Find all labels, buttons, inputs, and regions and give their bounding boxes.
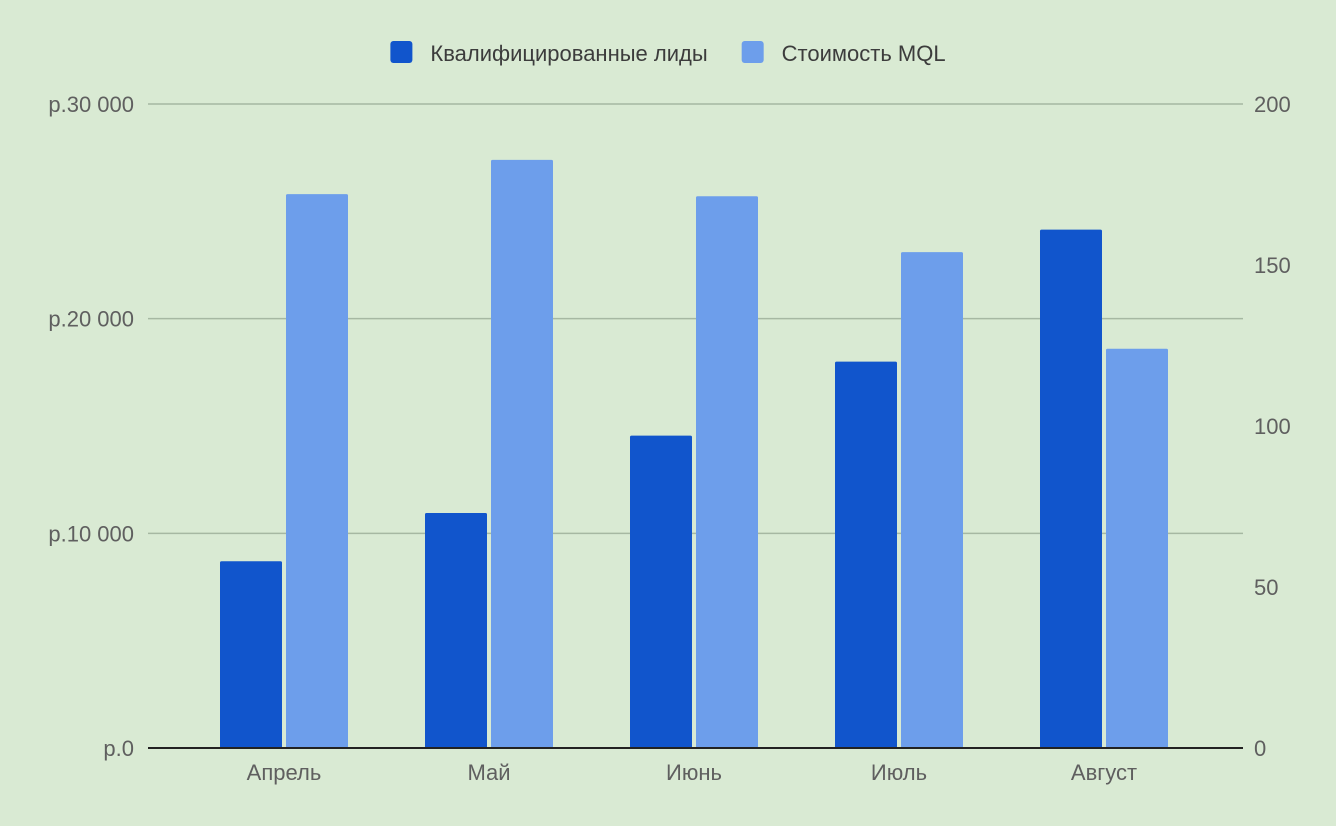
bar-leads: [630, 435, 692, 748]
x-tick-label: Апрель: [247, 760, 322, 785]
legend-swatch-mql-cost: [741, 41, 764, 63]
bar-leads: [220, 561, 282, 748]
y-right-tick-label: 150: [1254, 253, 1291, 278]
x-tick-label: Август: [1071, 760, 1137, 785]
bar-leads: [1040, 229, 1102, 748]
x-tick-label: Июнь: [666, 760, 722, 785]
x-tick-label: Июль: [871, 760, 927, 785]
x-tick-label: Май: [467, 760, 510, 785]
bar-mql-cost: [901, 252, 963, 748]
y-left-tick-label: р.30 000: [48, 92, 134, 117]
legend-swatch-leads: [390, 41, 413, 63]
y-left-tick-label: р.10 000: [48, 521, 134, 546]
bar-leads: [835, 361, 897, 748]
bar-mql-cost: [286, 194, 348, 748]
axes: р.0 р.10 000 р.20 000 р.30 000 0 50 100 150 200 А…: [48, 92, 1290, 785]
y-left-tick-label: р.0: [103, 736, 134, 761]
y-right-tick-label: 100: [1254, 414, 1291, 439]
y-right-tick-label: 50: [1254, 575, 1278, 600]
bar-mql-cost: [696, 196, 758, 749]
bar-mql-cost: [491, 159, 553, 748]
bar-leads: [425, 512, 487, 748]
y-right-tick-label: 200: [1254, 92, 1291, 117]
y-right-tick-label: 0: [1254, 736, 1266, 761]
y-left-tick-label: р.20 000: [48, 307, 134, 332]
bar-mql-cost: [1106, 348, 1168, 748]
legend-label: Квалифицированные лиды: [430, 41, 707, 66]
legend-label: Стоимость MQL: [782, 41, 946, 66]
bars: [220, 159, 1168, 749]
legend: Квалифицированные лиды Стоимость MQL: [390, 41, 946, 66]
